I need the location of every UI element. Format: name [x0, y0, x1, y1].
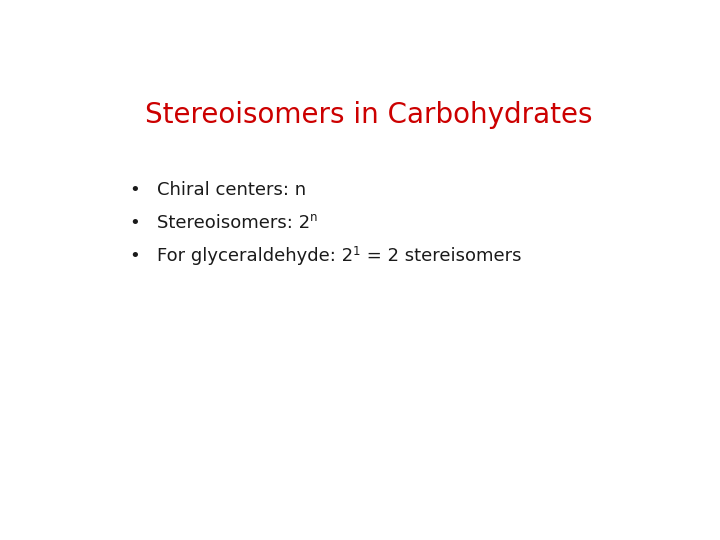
Text: •: • — [130, 247, 140, 265]
Text: For glyceraldehyde: 2: For glyceraldehyde: 2 — [157, 247, 353, 265]
Text: = 2 stereisomers: = 2 stereisomers — [361, 247, 521, 265]
Text: 1: 1 — [353, 245, 361, 258]
Text: •: • — [130, 180, 140, 199]
Text: Chiral centers: n: Chiral centers: n — [157, 180, 306, 199]
Text: •: • — [130, 214, 140, 232]
Text: Stereoisomers: 2: Stereoisomers: 2 — [157, 214, 310, 232]
Text: Stereoisomers in Carbohydrates: Stereoisomers in Carbohydrates — [145, 100, 593, 129]
Text: n: n — [310, 211, 318, 224]
